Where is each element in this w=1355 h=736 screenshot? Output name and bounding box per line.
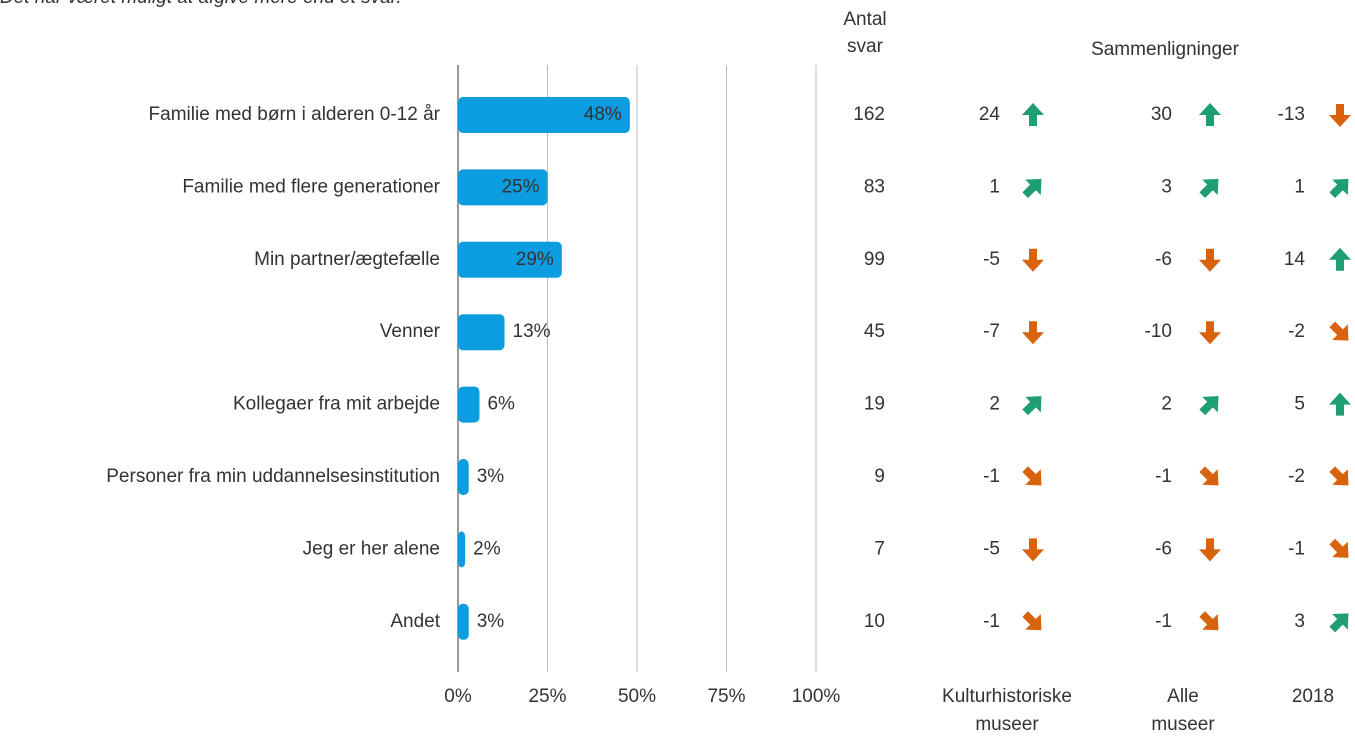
trend-arrow <box>1329 247 1351 271</box>
comparison-value: -1 <box>1288 538 1305 559</box>
count-value: 7 <box>874 538 885 559</box>
category-label: Andet <box>390 611 440 632</box>
comparison-value: -2 <box>1288 321 1305 342</box>
comparison-column-label: 2018 <box>1292 686 1334 707</box>
x-tick-label: 100% <box>792 686 841 707</box>
trend-arrow <box>1199 466 1219 486</box>
trend-arrow <box>1022 103 1044 126</box>
trend-arrow <box>1199 538 1221 562</box>
trend-arrow <box>1022 611 1042 631</box>
comparison-column-label: Kulturhistoriske museer <box>942 686 1072 735</box>
comparison-value: 14 <box>1284 249 1306 270</box>
comparison-value: 3 <box>1294 611 1305 632</box>
trend-arrow <box>1199 248 1221 272</box>
x-tick-label: 75% <box>707 686 745 707</box>
bar <box>458 241 562 278</box>
comparison-value: 24 <box>979 104 1001 125</box>
comparison-value: -6 <box>1155 538 1172 559</box>
comparison-value: 2 <box>989 394 1000 415</box>
trend-arrow <box>1199 611 1219 631</box>
value-label: 29% <box>516 249 554 270</box>
category-label: Jeg er her alene <box>303 538 440 559</box>
trend-arrow <box>1199 321 1221 345</box>
comparison-value: 3 <box>1161 176 1172 197</box>
count-value: 9 <box>874 466 885 487</box>
bar <box>458 459 469 495</box>
bar <box>458 603 469 640</box>
value-label: 48% <box>584 104 622 125</box>
trend-arrow <box>1199 178 1219 199</box>
trend-arrow <box>1199 103 1221 126</box>
category-label: Min partner/ægtefælle <box>254 249 440 270</box>
trend-arrow <box>1329 178 1349 199</box>
comparison-value: -1 <box>983 466 1000 487</box>
count-value: 99 <box>864 249 885 270</box>
trend-arrow <box>1022 248 1044 272</box>
comparison-value: 1 <box>989 176 1000 197</box>
trend-arrow <box>1329 392 1351 416</box>
count-value: 83 <box>864 176 885 197</box>
category-label: Familie med flere generationer <box>182 176 440 197</box>
trend-arrow <box>1329 613 1349 633</box>
comparison-value: -1 <box>1155 466 1172 487</box>
comparison-value: -6 <box>1155 249 1172 270</box>
comparison-value: 30 <box>1151 104 1172 125</box>
comparison-value: -7 <box>983 321 1000 342</box>
x-tick-label: 0% <box>444 686 472 707</box>
trend-arrow <box>1022 538 1044 562</box>
trend-arrow <box>1199 396 1219 416</box>
count-value: 19 <box>864 394 885 415</box>
comparison-value: -13 <box>1278 104 1305 125</box>
count-header: Antal svar <box>843 9 886 57</box>
bar <box>458 386 480 423</box>
bar <box>458 314 505 351</box>
value-label: 6% <box>487 394 515 415</box>
trend-arrow <box>1329 466 1349 486</box>
comparisons-header: Sammenligninger <box>1091 39 1240 60</box>
trend-arrow <box>1329 538 1349 558</box>
comparison-value: 2 <box>1161 394 1172 415</box>
trend-arrow <box>1022 321 1044 345</box>
comparison-value: 1 <box>1294 176 1305 197</box>
value-label: 2% <box>473 538 501 559</box>
comparison-value: -2 <box>1288 466 1305 487</box>
trend-arrow <box>1329 321 1349 341</box>
count-value: 10 <box>864 611 885 632</box>
count-value: 45 <box>864 321 885 342</box>
x-tick-label: 25% <box>528 686 566 707</box>
x-tick-label: 50% <box>618 686 656 707</box>
comparison-column-label: Alle museer <box>1151 686 1215 735</box>
category-label: Kollegaer fra mit arbejde <box>233 394 440 415</box>
comparison-value: -10 <box>1145 321 1172 342</box>
value-label: 13% <box>513 321 551 342</box>
value-label: 25% <box>501 176 539 197</box>
trend-arrow <box>1022 178 1042 199</box>
trend-arrow <box>1022 466 1042 486</box>
count-value: 162 <box>853 104 885 125</box>
value-label: 3% <box>477 466 505 487</box>
comparison-value: -1 <box>1155 611 1172 632</box>
bar <box>458 97 630 133</box>
comparison-value: -1 <box>983 611 1000 632</box>
note: Det har været muligt at afgive mere end … <box>0 0 402 8</box>
category-label: Venner <box>380 321 441 342</box>
comparison-value: -5 <box>983 538 1000 559</box>
comparison-value: -5 <box>983 249 1000 270</box>
bar <box>458 531 466 568</box>
trend-arrow <box>1329 104 1351 127</box>
bar <box>458 169 548 206</box>
comparison-value: 5 <box>1294 394 1305 415</box>
value-label: 3% <box>477 611 505 632</box>
category-label: Personer fra min uddannelsesinstitution <box>106 466 440 487</box>
trend-arrow <box>1022 396 1042 416</box>
category-label: Familie med børn i alderen 0-12 år <box>149 104 441 125</box>
